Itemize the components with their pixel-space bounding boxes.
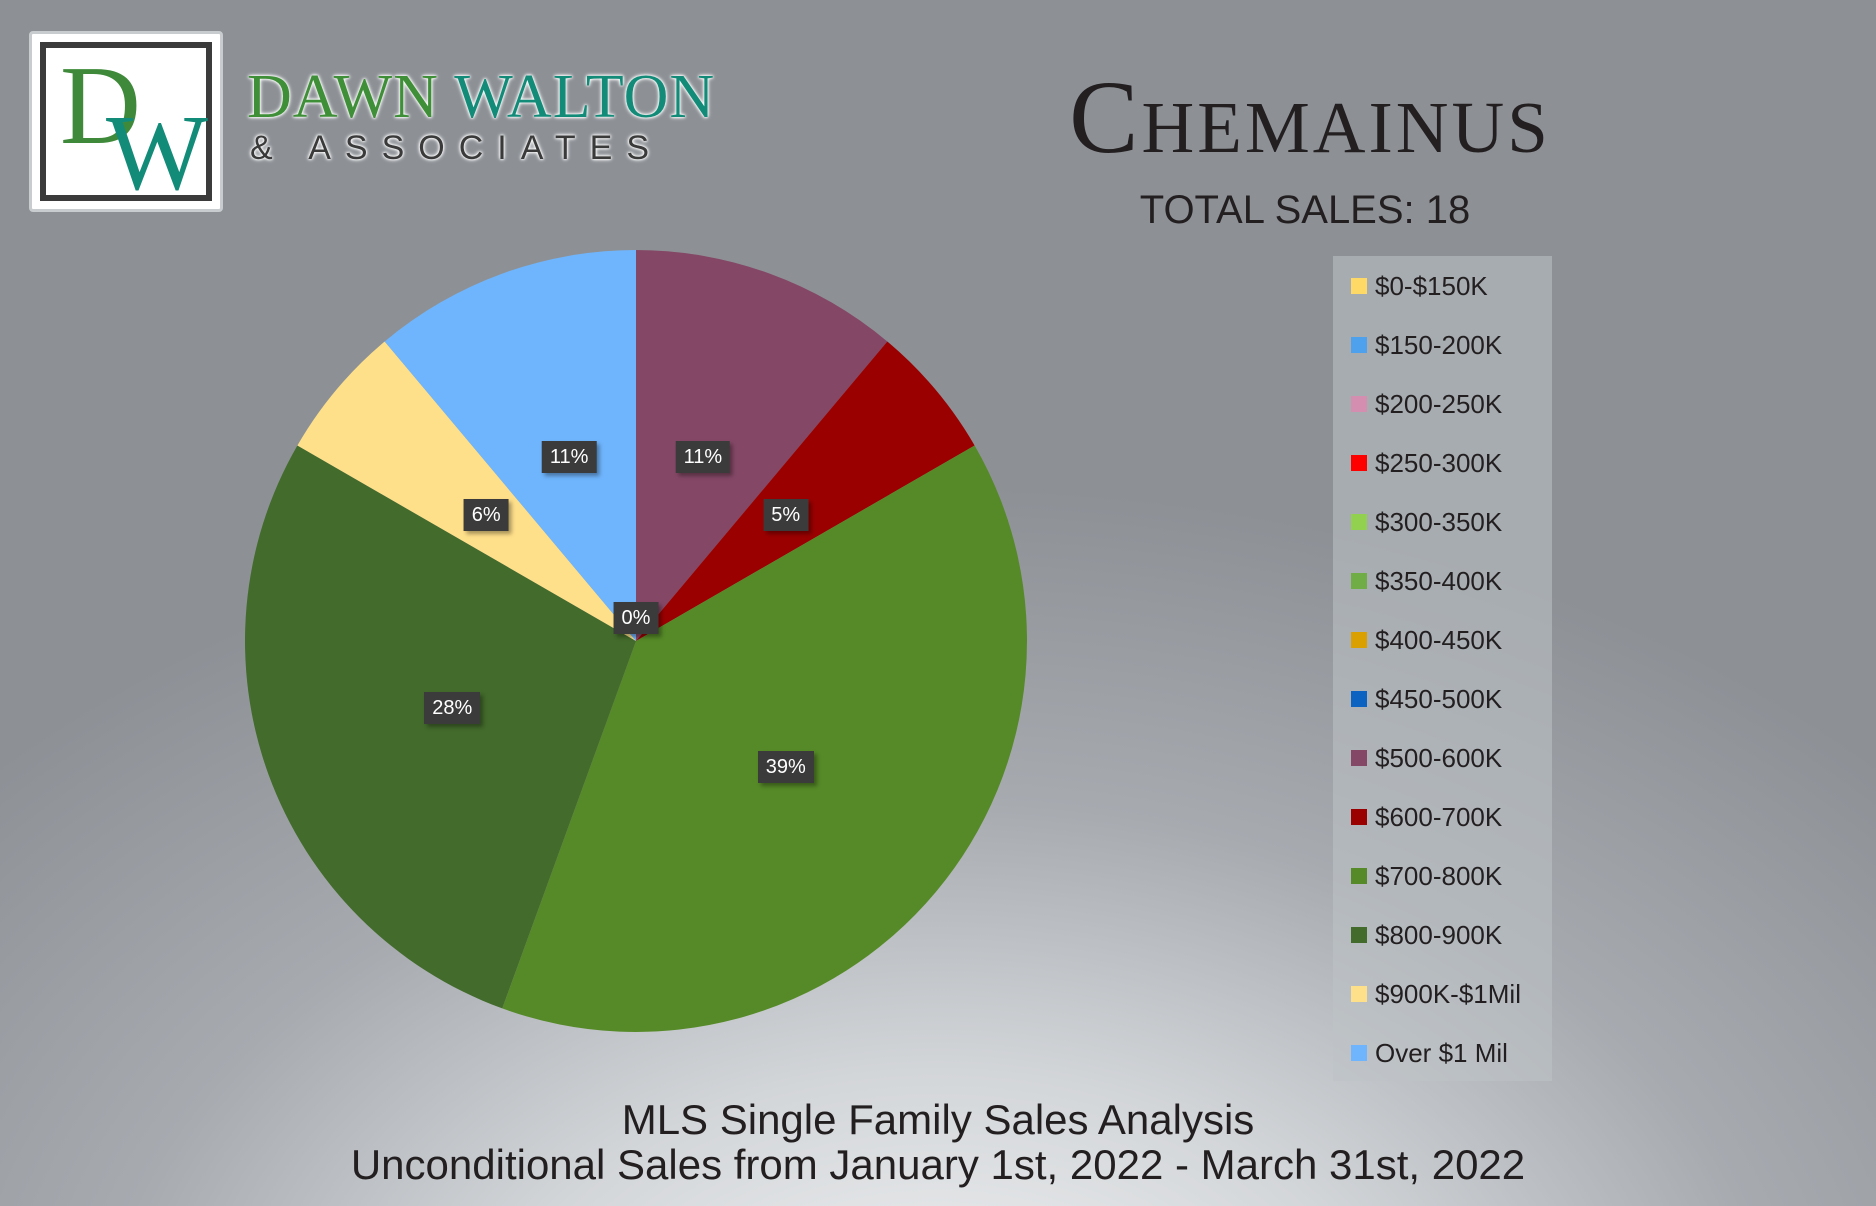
legend-label-2: $200-250K: [1375, 388, 1503, 419]
data-label-0: 0%: [613, 601, 659, 634]
legend-label-3: $250-300K: [1375, 447, 1503, 478]
pie-slice-12: [297, 341, 636, 641]
data-label-5: 6%: [463, 499, 509, 532]
legend-item-7: $450-500K: [1351, 684, 1502, 714]
legend-swatch-9: [1351, 809, 1367, 825]
legend-label-5: $350-400K: [1375, 565, 1503, 596]
pie-slice-9: [636, 341, 975, 641]
legend-label-9: $600-700K: [1375, 801, 1503, 832]
pie-slice-8: [636, 250, 888, 641]
legend-item-6: $400-450K: [1351, 625, 1502, 655]
legend-swatch-5: [1351, 573, 1367, 589]
legend-swatch-7: [1351, 691, 1367, 707]
pie-slice-11: [244, 445, 637, 1009]
legend-item-4: $300-350K: [1351, 507, 1502, 537]
legend-item-9: $600-700K: [1351, 802, 1502, 832]
legend-swatch-3: [1351, 455, 1367, 471]
legend-label-1: $150-200K: [1375, 329, 1503, 360]
data-label-3: 39%: [757, 750, 814, 783]
total-sales: TOTAL SALES: 18: [1139, 188, 1471, 232]
legend-label-13: Over $1 Mil: [1375, 1037, 1508, 1068]
legend-swatch-12: [1351, 986, 1367, 1002]
legend-label-6: $400-450K: [1375, 624, 1503, 655]
brand-subtitle: & ASSOCIATES: [250, 129, 664, 167]
footer-line-2: Unconditional Sales from January 1st, 20…: [350, 1141, 1526, 1188]
legend-label-11: $800-900K: [1375, 919, 1503, 950]
legend-item-11: $800-900K: [1351, 920, 1502, 950]
brand-name-first: DAWN: [247, 63, 439, 131]
logo-letter-d: D: [60, 44, 141, 168]
pie-slice-13: [384, 250, 636, 641]
legend-item-1: $150-200K: [1351, 330, 1502, 360]
legend-swatch-0: [1351, 278, 1367, 294]
legend-swatch-2: [1351, 396, 1367, 412]
legend-item-5: $350-400K: [1351, 566, 1502, 596]
legend-swatch-13: [1351, 1045, 1367, 1061]
legend-item-3: $250-300K: [1351, 448, 1502, 478]
legend-item-13: Over $1 Mil: [1351, 1038, 1508, 1068]
brand-name-last: WALTON: [454, 63, 716, 131]
chart-legend: $0-$150K $150-200K $200-250K $250-300K $300-…: [1333, 256, 1552, 1081]
legend-swatch-4: [1351, 514, 1367, 530]
data-label-4: 28%: [424, 691, 481, 724]
legend-label-10: $700-800K: [1375, 860, 1503, 891]
legend-item-12: $900K-$1Mil: [1351, 979, 1521, 1009]
pie-slice-10: [502, 445, 1027, 1032]
data-label-1: 11%: [675, 441, 731, 474]
logo: D W: [29, 31, 223, 212]
legend-item-2: $200-250K: [1351, 389, 1502, 419]
legend-label-7: $450-500K: [1375, 683, 1503, 714]
legend-label-12: $900K-$1Mil: [1375, 978, 1521, 1009]
legend-swatch-8: [1351, 750, 1367, 766]
legend-label-0: $0-$150K: [1375, 270, 1488, 301]
legend-item-8: $500-600K: [1351, 743, 1502, 773]
legend-item-10: $700-800K: [1351, 861, 1502, 891]
logo-frame: D W: [40, 42, 212, 208]
chart-title-city: Chemainus: [1069, 60, 1551, 175]
legend-swatch-1: [1351, 337, 1367, 353]
legend-swatch-6: [1351, 632, 1367, 648]
legend-item-0: $0-$150K: [1351, 271, 1488, 301]
footer-line-1: MLS Single Family Sales Analysis: [621, 1096, 1255, 1143]
legend-swatch-10: [1351, 868, 1367, 884]
brand-name: DAWN WALTON: [247, 66, 715, 128]
data-label-2: 5%: [763, 499, 809, 532]
logo-letter-w: W: [106, 94, 208, 213]
legend-swatch-11: [1351, 927, 1367, 943]
legend-label-8: $500-600K: [1375, 742, 1503, 773]
data-label-6: 11%: [541, 441, 597, 474]
legend-label-4: $300-350K: [1375, 506, 1503, 537]
